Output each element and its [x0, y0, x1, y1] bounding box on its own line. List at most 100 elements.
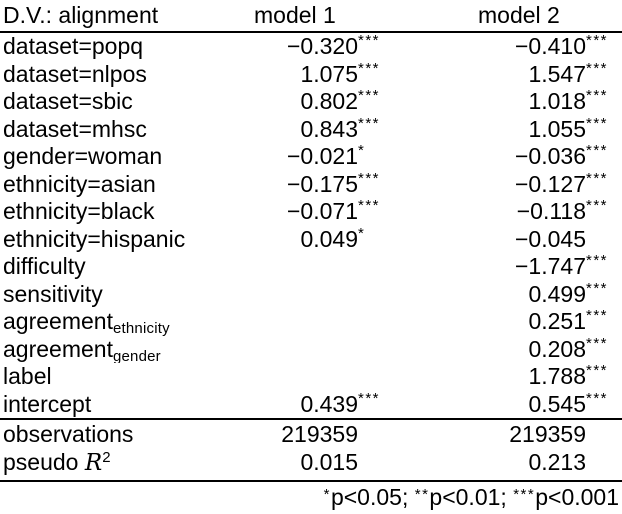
coef-row-ethnicity-asian: ethnicity=asian −0.175 *** −0.127 *** — [0, 170, 622, 199]
model2-value-cell: −1.747 *** — [392, 252, 622, 281]
model1-value-cell: 0.049 * — [232, 225, 392, 254]
coef-label: ethnicity=asian — [3, 170, 156, 197]
coef-label: dataset=nlpos — [3, 60, 147, 87]
model1-coefficient — [232, 281, 358, 309]
coef-label: intercept — [3, 390, 92, 417]
model2-header-cell: model 2 — [392, 0, 622, 31]
model2-value-cell: 1.055 *** — [392, 115, 622, 144]
coef-label: difficulty — [3, 253, 86, 279]
coef-row-ethnicity-black: ethnicity=black −0.071 *** −0.118 *** — [0, 197, 622, 226]
model1-header: model 1 — [254, 2, 336, 28]
coef-row-ethnicity-hispanic: ethnicity=hispanic 0.049 * −0.045 — [0, 225, 622, 254]
observations-row: observations 219359 219359 — [0, 420, 622, 448]
model2-observations: 219359 — [509, 421, 586, 447]
coef-label: agreement — [3, 335, 113, 362]
model2-value-cell: −0.127 *** — [392, 170, 622, 199]
p-threshold-1: p<0.05; — [330, 484, 415, 510]
model1-value-cell: −0.071 *** — [232, 197, 392, 226]
model2-header: model 2 — [478, 2, 560, 28]
table-header: D.V.: alignment model 1 model 2 — [0, 0, 622, 33]
model2-observations-cell: 219359 — [392, 420, 622, 448]
model1-coefficient: 0.439 — [300, 390, 358, 417]
coef-label: sensitivity — [3, 280, 103, 307]
math-r-symbol: R — [84, 450, 103, 476]
coef-row-dataset-sbic: dataset=sbic 0.802 *** 1.018 *** — [0, 87, 622, 116]
model1-value-cell: −0.175 *** — [232, 170, 392, 199]
coef-label-subscript: gender — [112, 347, 161, 364]
coef-label-subscript: ethnicity — [112, 320, 170, 336]
model2-value-cell: −0.036 *** — [392, 142, 622, 171]
model2-value-cell: 0.251 *** — [392, 307, 622, 336]
coef-row-sensitivity: sensitivity 0.499 *** — [0, 280, 622, 309]
model1-significance-stars — [358, 357, 392, 385]
model1-significance-stars: *** — [358, 32, 381, 49]
model1-significance-stars: *** — [358, 59, 381, 77]
dependent-variable-label: D.V.: alignment — [3, 2, 159, 28]
p-threshold-2: p<0.01; — [429, 484, 514, 510]
model2-coefficient: −1.747 — [515, 253, 586, 279]
model1-value-cell: 0.843 *** — [232, 115, 392, 144]
model2-value-cell: 0.499 *** — [392, 280, 622, 309]
model2-value-cell: −0.118 *** — [392, 197, 622, 226]
model2-significance-stars: *** — [586, 142, 609, 159]
model2-significance-stars: *** — [586, 87, 609, 104]
model1-value-cell: −0.320 *** — [232, 32, 392, 61]
coef-label: dataset=popq — [3, 33, 144, 59]
model2-value-cell: 1.018 *** — [392, 87, 622, 116]
model2-significance-stars: *** — [586, 362, 609, 379]
model1-pseudo-r2-cell: 0.015 — [232, 448, 392, 480]
coef-row-dataset-mhsc: dataset=mhsc 0.843 *** 1.055 *** — [0, 115, 622, 144]
model2-coefficient: 1.018 — [528, 88, 586, 114]
model2-coefficient: −0.045 — [515, 225, 586, 252]
observations-label: observations — [3, 421, 134, 447]
model2-coefficient: 0.251 — [528, 308, 586, 334]
model2-value-cell: 0.545 *** — [392, 390, 622, 419]
model1-significance-stars: *** — [358, 169, 381, 187]
model2-coefficient: −0.127 — [515, 170, 586, 197]
model2-value-cell: −0.045 — [392, 226, 622, 254]
model2-pseudo-r2: 0.213 — [528, 449, 586, 475]
model1-significance-stars — [358, 330, 392, 358]
model2-coefficient: 1.055 — [528, 115, 586, 142]
coef-label: label — [3, 363, 52, 389]
coefficients-section: dataset=popq −0.320 *** −0.410 *** dataset… — [0, 32, 622, 420]
model1-significance-stars — [358, 247, 392, 275]
one-star: * — [323, 486, 331, 503]
pseudo-r2-row: pseudo R2 0.015 0.213 — [0, 448, 622, 480]
model2-significance-stars: *** — [586, 334, 609, 352]
model1-significance-stars: *** — [358, 114, 381, 132]
model1-value-cell: 1.075 *** — [232, 60, 392, 89]
model2-coefficient: 0.545 — [528, 390, 586, 417]
model1-coefficient: −0.071 — [287, 198, 358, 224]
three-stars: *** — [513, 486, 536, 503]
coef-row-agreement-ethnicity: agreementethnicity 0.251 *** — [0, 307, 622, 336]
model1-coefficient: 0.049 — [300, 225, 358, 252]
header-row: D.V.: alignment model 1 model 2 — [0, 0, 622, 31]
model2-significance-stars: *** — [586, 389, 609, 407]
model1-significance-stars: * — [358, 142, 366, 159]
model1-significance-stars: *** — [358, 197, 381, 214]
model1-significance-stars — [358, 275, 392, 303]
model1-significance-stars: *** — [358, 87, 381, 104]
coef-row-dataset-nlpos: dataset=nlpos 1.075 *** 1.547 *** — [0, 60, 622, 89]
model1-coefficient: 0.843 — [300, 115, 358, 142]
model1-coefficient — [232, 336, 358, 364]
coef-row-intercept: intercept 0.439 *** 0.545 *** — [0, 390, 622, 419]
model-stats-section: observations 219359 219359 pseudo R2 0.0… — [0, 420, 622, 482]
coef-label: dataset=sbic — [3, 88, 133, 114]
model2-coefficient: −0.118 — [516, 198, 586, 224]
model2-significance-stars: *** — [586, 279, 609, 297]
two-stars: ** — [414, 486, 430, 503]
coef-label: gender=woman — [3, 143, 163, 169]
p-threshold-3: p<0.001 — [535, 484, 619, 510]
model2-significance-stars: *** — [586, 114, 609, 132]
model1-pseudo-r2: 0.015 — [300, 449, 358, 475]
model2-value-cell: −0.410 *** — [392, 32, 622, 61]
model2-significance-stars: *** — [586, 252, 609, 269]
model2-value-cell: 1.547 *** — [392, 60, 622, 89]
model2-coefficient: 1.788 — [528, 363, 586, 389]
model1-coefficient — [232, 253, 358, 281]
model1-significance-stars: * — [358, 224, 366, 242]
